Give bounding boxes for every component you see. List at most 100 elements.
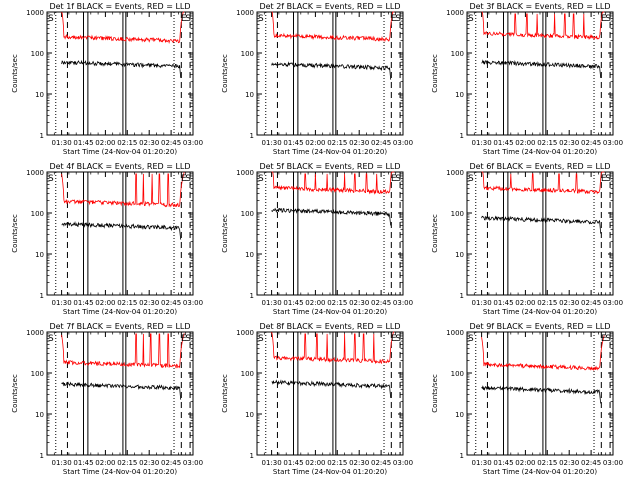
x-tick-label: 01:30 (52, 139, 72, 147)
x-tick-label: 02:15 (537, 139, 557, 147)
x-tick-label: 01:30 (472, 459, 492, 467)
x-tick-label: 03:00 (603, 299, 623, 307)
x-axis-label: Start Time (24-Nov-04 01:20:20) (273, 148, 387, 156)
plot-frame (46, 331, 194, 456)
events-rate-line (271, 207, 392, 226)
y-tick-label: 1 (460, 292, 464, 300)
x-tick-label: 02:00 (515, 459, 535, 467)
x-tick-label: 02:30 (349, 299, 369, 307)
panel-title: Det 9f BLACK = Events, RED = LLD (469, 322, 610, 331)
events-rate-line (481, 59, 602, 78)
segment-marker: S (468, 14, 474, 24)
x-tick-label: 02:15 (327, 139, 347, 147)
x-tick-label: 02:30 (349, 459, 369, 467)
y-tick-label: 1000 (446, 9, 464, 17)
segment-marker: S (258, 334, 264, 344)
y-axis-label: Counts/sec (431, 214, 439, 253)
x-axis-label: Start Time (24-Nov-04 01:20:20) (63, 468, 177, 476)
segment-marker: E (181, 174, 187, 184)
x-tick-label: 01:45 (493, 139, 513, 147)
y-tick-label: 100 (31, 370, 44, 378)
x-tick-label: 01:45 (73, 459, 93, 467)
x-tick-label: 02:00 (515, 299, 535, 307)
plot-frame (256, 331, 404, 456)
plot-frame (46, 11, 194, 136)
events-rate-line (481, 385, 602, 404)
segment-marker: E (181, 334, 187, 344)
x-tick-label: 02:15 (117, 299, 137, 307)
y-tick-label: 1000 (236, 9, 254, 17)
panel-title: Det 3f BLACK = Events, RED = LLD (469, 2, 610, 11)
plot-frame (256, 11, 404, 136)
x-tick-label: 02:15 (117, 139, 137, 147)
y-tick-label: 100 (451, 50, 464, 58)
y-axis-label: Counts/sec (221, 214, 229, 253)
x-tick-label: 01:30 (472, 139, 492, 147)
segment-marker: E (601, 174, 607, 184)
x-axis-label: Start Time (24-Nov-04 01:20:20) (273, 468, 387, 476)
x-tick-label: 01:30 (52, 299, 72, 307)
y-tick-label: 1 (460, 452, 464, 460)
y-tick-label: 10 (455, 411, 464, 419)
x-tick-label: 02:30 (559, 299, 579, 307)
events-rate-line (271, 61, 392, 80)
x-tick-label: 01:45 (493, 459, 513, 467)
y-axis-label: Counts/sec (431, 54, 439, 93)
detector-panel-8: Det 8f BLACK = Events, RED = LLD 1 10 100 10… (221, 322, 413, 476)
detector-panel-3: Det 3f BLACK = Events, RED = LLD 1 10 100 10… (431, 2, 623, 156)
x-tick-label: 02:30 (349, 139, 369, 147)
detector-panel-7: Det 7f BLACK = Events, RED = LLD 1 10 100 10… (11, 322, 203, 476)
segment-marker: S (185, 14, 191, 24)
x-tick-label: 03:00 (393, 299, 413, 307)
x-tick-label: 03:00 (603, 139, 623, 147)
y-tick-label: 100 (451, 370, 464, 378)
detector-panel-9: Det 9f BLACK = Events, RED = LLD 1 10 100 10… (431, 322, 623, 476)
plot-frame (46, 171, 194, 296)
events-rate-line (61, 381, 182, 400)
x-tick-label: 03:00 (393, 139, 413, 147)
x-tick-label: 02:15 (537, 459, 557, 467)
y-tick-label: 1000 (446, 169, 464, 177)
segment-marker: S (185, 334, 191, 344)
segment-marker: S (605, 334, 611, 344)
x-tick-label: 02:45 (371, 459, 391, 467)
detector-panel-6: Det 6f BLACK = Events, RED = LLD 1 10 100 10… (431, 162, 623, 316)
detector-panel-5: Det 5f BLACK = Events, RED = LLD 1 10 100 10… (221, 162, 413, 316)
segment-marker: S (48, 14, 54, 24)
segment-marker: S (258, 174, 264, 184)
y-tick-label: 1000 (236, 169, 254, 177)
x-tick-label: 01:45 (493, 299, 513, 307)
segment-marker: E (181, 14, 187, 24)
y-tick-label: 1 (250, 292, 254, 300)
panel-title: Det 8f BLACK = Events, RED = LLD (259, 322, 400, 331)
detector-panel-1: Det 1f BLACK = Events, RED = LLD 1 10 100 10… (11, 2, 203, 156)
y-tick-label: 10 (245, 411, 254, 419)
x-tick-label: 01:45 (73, 299, 93, 307)
lld-rate-line (271, 331, 395, 365)
y-tick-label: 1 (40, 452, 44, 460)
events-rate-line (61, 221, 182, 240)
x-axis-label: Start Time (24-Nov-04 01:20:20) (483, 468, 597, 476)
panel-title: Det 1f BLACK = Events, RED = LLD (49, 2, 190, 11)
events-rate-line (271, 379, 392, 398)
panel-title: Det 7f BLACK = Events, RED = LLD (49, 322, 190, 331)
x-tick-label: 02:15 (537, 299, 557, 307)
segment-marker: S (468, 174, 474, 184)
y-axis-label: Counts/sec (11, 374, 19, 413)
x-tick-label: 02:45 (371, 139, 391, 147)
panel-title: Det 4f BLACK = Events, RED = LLD (49, 162, 190, 171)
y-tick-label: 10 (35, 411, 44, 419)
segment-marker: E (601, 14, 607, 24)
y-tick-label: 1 (40, 132, 44, 140)
events-rate-line (61, 59, 182, 78)
x-tick-label: 02:15 (327, 299, 347, 307)
x-tick-label: 02:45 (161, 139, 181, 147)
y-tick-label: 1 (250, 132, 254, 140)
x-tick-label: 03:00 (183, 459, 203, 467)
panel-title: Det 2f BLACK = Events, RED = LLD (259, 2, 400, 11)
x-tick-label: 02:30 (559, 139, 579, 147)
segment-marker: S (605, 174, 611, 184)
lld-rate-line (481, 11, 605, 41)
segment-marker: E (391, 174, 397, 184)
